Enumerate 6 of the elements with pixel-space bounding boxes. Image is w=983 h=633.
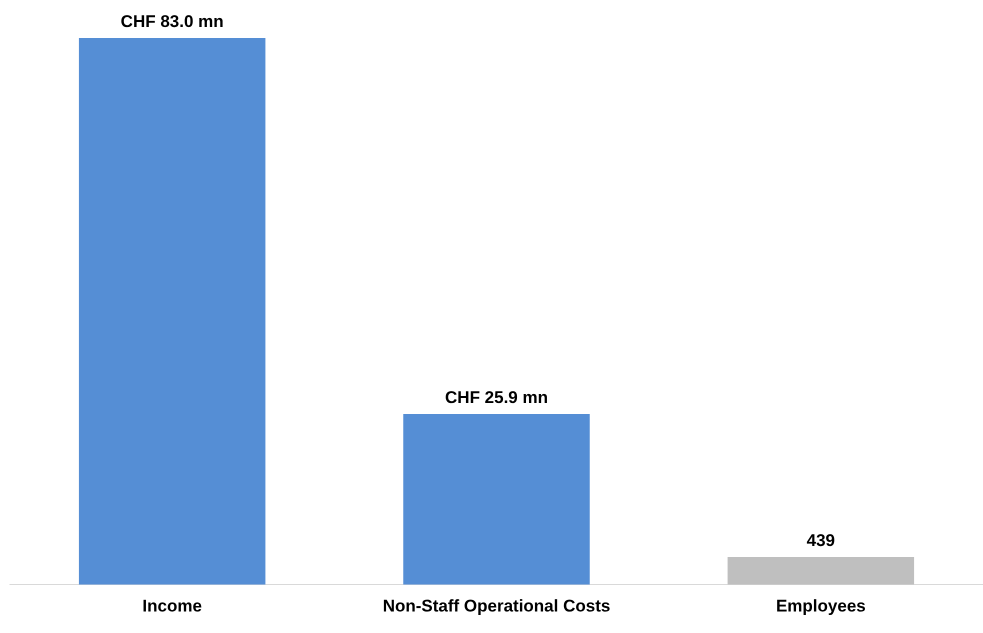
data-label: CHF 25.9 mn: [445, 388, 548, 408]
data-label: 439: [806, 531, 836, 550]
x-tick-label: Income: [142, 596, 202, 616]
data-label: CHF 83.0 mn: [120, 12, 224, 32]
x-tick-label: Employees: [776, 596, 866, 616]
x-tick-label: Non-Staff Operational Costs: [382, 596, 610, 616]
